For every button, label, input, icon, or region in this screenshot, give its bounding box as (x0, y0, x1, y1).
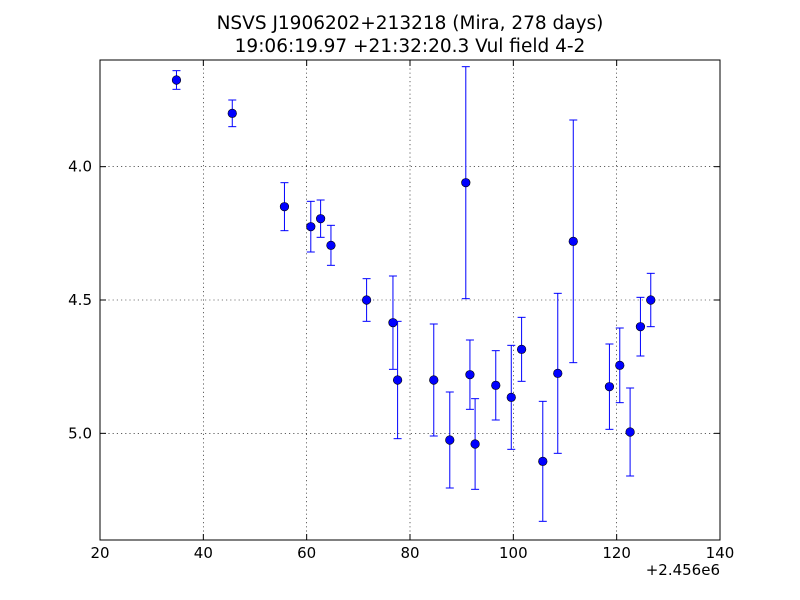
data-point-group (506, 344, 516, 450)
data-point (553, 368, 563, 378)
data-point-group (316, 199, 326, 238)
x-tick-label: 40 (194, 544, 213, 562)
data-point (279, 202, 290, 212)
data-point-group (429, 323, 439, 437)
x-offset-label: +2.456e6 (646, 561, 720, 579)
x-tick-label: 120 (602, 544, 631, 562)
grid-lines (100, 60, 720, 540)
data-point-group (393, 320, 403, 440)
data-point (635, 322, 646, 332)
data-point-group (171, 70, 182, 90)
data-point (625, 427, 635, 437)
data-point (506, 392, 516, 402)
data-point (393, 375, 403, 385)
x-tick-label: 100 (499, 544, 528, 562)
y-tick-label: 4.0 (68, 158, 92, 176)
data-point (326, 240, 336, 250)
plot-frame (99, 59, 721, 541)
data-point (316, 214, 326, 224)
x-tick-label: 140 (706, 544, 735, 562)
data-point (227, 108, 237, 118)
data-point (388, 318, 398, 328)
data-point (465, 370, 475, 380)
data-point-group (445, 391, 455, 489)
data-point-group (635, 296, 646, 357)
x-tick-label: 20 (90, 544, 109, 562)
data-point-group (461, 66, 471, 300)
data-point-group (604, 343, 615, 430)
data-point-group (227, 99, 237, 128)
data-point-group (362, 278, 372, 322)
data-point-group (465, 339, 475, 410)
data-point (538, 456, 548, 466)
chart-subtitle: 19:06:19.97 +21:32:20.3 Vul field 4-2 (235, 36, 586, 57)
data-point (615, 360, 625, 370)
y-tick-label: 4.5 (68, 291, 92, 309)
data-point-group (553, 292, 563, 454)
data-point-group (326, 224, 336, 266)
data-point-group (538, 400, 548, 522)
data-point-group (491, 350, 501, 421)
data-point (646, 295, 656, 305)
x-tick-label: 60 (297, 544, 316, 562)
x-tick-label: 80 (400, 544, 419, 562)
data-point-group (615, 327, 625, 404)
data-point (445, 435, 455, 445)
chart-title: NSVS J1906202+213218 (Mira, 278 days) (217, 13, 604, 34)
data-point (568, 236, 578, 246)
data-point (491, 380, 501, 390)
data-point-group (388, 275, 398, 370)
data-point (604, 382, 615, 392)
data-series (171, 66, 656, 522)
data-point-group (516, 316, 527, 382)
data-point-group (625, 387, 635, 477)
data-point (171, 75, 182, 85)
data-point (470, 439, 480, 449)
data-point (429, 375, 439, 385)
y-tick-label: 5.0 (68, 424, 92, 442)
data-point (306, 222, 316, 232)
data-point-group (306, 200, 316, 253)
data-point (362, 295, 372, 305)
data-point (516, 344, 527, 354)
tick-labels: 20 40 60 80 100 120 140 4.0 4.5 5.0 (68, 158, 734, 562)
data-point-group (646, 272, 656, 328)
data-point (461, 178, 471, 188)
data-point-group (568, 119, 578, 364)
data-point-group (470, 398, 480, 490)
data-point-group (279, 182, 290, 232)
